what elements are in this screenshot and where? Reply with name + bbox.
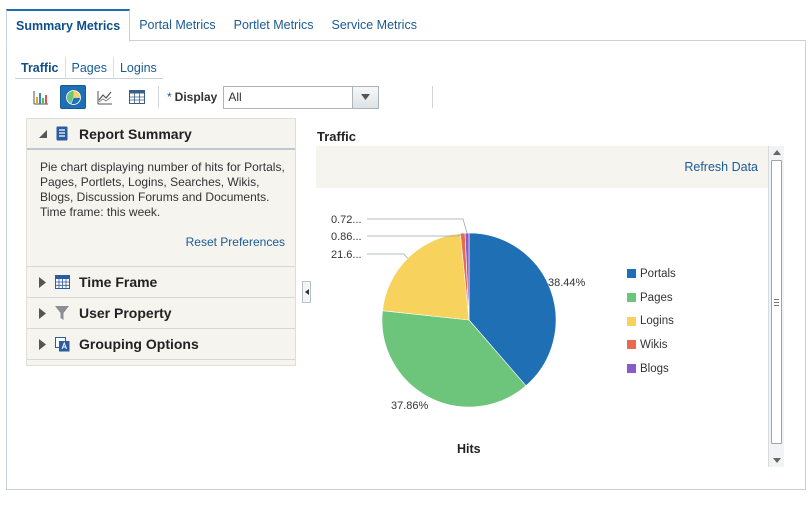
sub-tab-bar: Traffic Pages Logins bbox=[15, 57, 163, 79]
legend-item: Blogs bbox=[627, 357, 676, 381]
legend-label: Logins bbox=[640, 315, 674, 328]
scroll-down-arrow[interactable] bbox=[773, 458, 781, 463]
grouping-icon bbox=[53, 336, 71, 352]
toolbar-divider bbox=[432, 86, 433, 108]
filter-icon bbox=[53, 305, 71, 321]
user-property-header[interactable]: User Property bbox=[27, 298, 295, 329]
triangle-right-icon bbox=[35, 276, 49, 288]
scroll-up-arrow[interactable] bbox=[773, 150, 781, 155]
required-marker: * bbox=[167, 90, 172, 104]
legend-swatch bbox=[627, 364, 636, 374]
time-frame-title: Time Frame bbox=[79, 274, 158, 290]
table-icon bbox=[129, 90, 145, 104]
display-select-toggle[interactable] bbox=[352, 86, 379, 108]
triangle-right-icon bbox=[35, 307, 49, 319]
legend-item: Portals bbox=[627, 262, 676, 286]
bar-chart-button[interactable] bbox=[28, 85, 54, 109]
calendar-icon bbox=[53, 274, 71, 290]
tab-summary-metrics[interactable]: Summary Metrics bbox=[6, 9, 131, 42]
legend-item: Wikis bbox=[627, 333, 676, 357]
bar-chart-icon bbox=[33, 91, 48, 105]
sub-tab-traffic[interactable]: Traffic bbox=[15, 57, 66, 78]
grouping-options-title: Grouping Options bbox=[79, 336, 199, 352]
chart-toolbar: * Display All bbox=[28, 84, 380, 110]
time-frame-header[interactable]: Time Frame bbox=[27, 267, 295, 298]
pie-chart-button[interactable] bbox=[60, 85, 86, 109]
pie-chart-icon bbox=[65, 89, 81, 105]
triangle-right-icon bbox=[35, 338, 49, 350]
table-view-button[interactable] bbox=[124, 85, 150, 109]
line-chart-icon bbox=[97, 91, 112, 105]
report-summary-header[interactable]: Report Summary bbox=[27, 119, 295, 150]
chevron-down-icon bbox=[361, 94, 371, 100]
legend-swatch bbox=[627, 340, 636, 350]
chevron-left-icon bbox=[304, 289, 309, 295]
chart-title: Traffic bbox=[317, 129, 357, 144]
panel-collapse-handle[interactable] bbox=[302, 281, 311, 303]
legend-label: Wikis bbox=[640, 338, 668, 351]
filter-accordion: Report Summary Pie chart displaying numb… bbox=[26, 118, 296, 366]
refresh-data-link[interactable]: Refresh Data bbox=[684, 160, 758, 174]
legend-label: Blogs bbox=[640, 362, 669, 375]
scroll-grip-icon bbox=[774, 299, 779, 308]
chart-x-axis-title: Hits bbox=[457, 442, 481, 456]
legend-swatch bbox=[627, 316, 636, 326]
tab-portlet-metrics[interactable]: Portlet Metrics bbox=[233, 18, 314, 32]
reset-preferences-link[interactable]: Reset Preferences bbox=[185, 235, 285, 249]
tab-service-metrics[interactable]: Service Metrics bbox=[331, 18, 417, 32]
chart-header-bar: Refresh Data bbox=[316, 146, 768, 188]
report-summary-body: Pie chart displaying number of hits for … bbox=[27, 150, 295, 267]
legend-swatch bbox=[627, 293, 636, 303]
report-summary-text: Pie chart displaying number of hits for … bbox=[40, 160, 285, 219]
display-label-text: Display bbox=[174, 90, 218, 104]
chart-scrollbar[interactable] bbox=[768, 146, 784, 467]
sub-tab-logins[interactable]: Logins bbox=[119, 60, 157, 75]
display-label: * Display bbox=[167, 90, 217, 104]
toolbar-divider bbox=[158, 86, 159, 108]
sub-tab-pages[interactable]: Pages bbox=[66, 57, 114, 78]
user-property-title: User Property bbox=[79, 305, 172, 321]
legend-label: Portals bbox=[640, 267, 676, 280]
display-select-value: All bbox=[228, 90, 242, 104]
line-chart-button[interactable] bbox=[92, 85, 118, 109]
top-tab-bar: Summary Metrics Portal Metrics Portlet M… bbox=[6, 9, 426, 42]
scrollbar-thumb[interactable] bbox=[771, 160, 782, 444]
grouping-options-header[interactable]: Grouping Options bbox=[27, 329, 295, 360]
legend-swatch bbox=[627, 269, 636, 279]
document-icon bbox=[53, 126, 71, 142]
report-summary-title: Report Summary bbox=[79, 125, 192, 142]
legend-label: Pages bbox=[640, 291, 673, 304]
display-select[interactable]: All bbox=[223, 85, 380, 109]
chart-legend: Portals Pages Logins Wikis Blogs bbox=[627, 262, 676, 380]
legend-item: Logins bbox=[627, 309, 676, 333]
triangle-down-icon bbox=[35, 129, 49, 138]
legend-item: Pages bbox=[627, 286, 676, 310]
tab-portal-metrics[interactable]: Portal Metrics bbox=[139, 18, 216, 32]
